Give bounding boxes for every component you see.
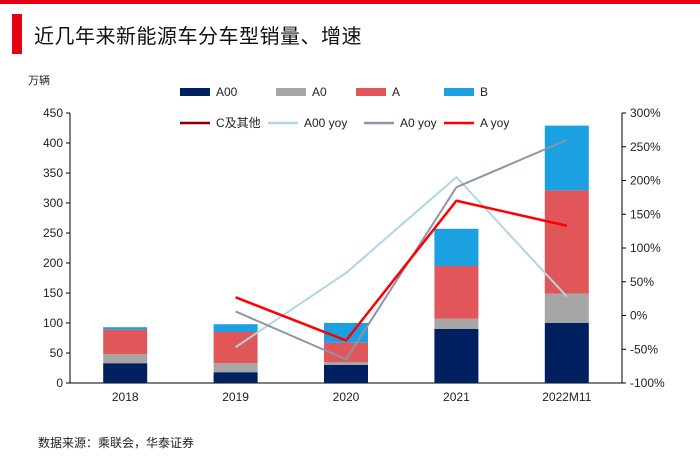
x-tick-label: 2020 [333, 390, 360, 404]
bar-segment-a0 [324, 362, 368, 365]
page-title: 近几年来新能源车分车型销量、增速 [34, 24, 362, 48]
y-tick-label: 350 [43, 166, 63, 180]
y2-tick-label: 200% [630, 174, 661, 188]
y-tick-label: 300 [43, 196, 63, 210]
bar-segment-a0 [434, 318, 479, 329]
bar-segment-a [434, 266, 479, 319]
line-a-yoy [235, 199, 568, 342]
legend-label: A [392, 85, 400, 99]
bar-segment-b [103, 327, 148, 330]
legend-label: A yoy [480, 116, 509, 130]
bar-segment-a [103, 329, 148, 355]
x-tick-label: 2019 [222, 390, 249, 404]
line-a0-yoy [235, 139, 568, 361]
legend-swatch [180, 88, 210, 96]
bar-segment-a00 [434, 329, 479, 383]
y2-tick-label: 50% [630, 275, 654, 289]
x-tick-label: 2018 [112, 390, 139, 404]
bar-segment-a0 [103, 354, 148, 364]
bar-segment-a00 [103, 363, 148, 383]
x-tick-label: 2021 [443, 390, 470, 404]
y-tick-label: 50 [50, 346, 64, 360]
bar-segment-a0 [213, 363, 258, 373]
y2-tick-label: 250% [630, 140, 661, 154]
y-tick-label: 0 [56, 376, 63, 390]
y2-tick-label: 300% [630, 106, 661, 120]
y-tick-label: 200 [43, 256, 63, 270]
bar-segment-a00 [544, 323, 589, 383]
bar-segment-a00 [213, 372, 258, 383]
legend-label: A0 [312, 85, 327, 99]
legend-label: C及其他 [216, 116, 261, 130]
y2-tick-label: 150% [630, 207, 661, 221]
bar-segment-a0 [544, 293, 589, 323]
legend-label: B [480, 85, 488, 99]
y-axis-label: 万辆 [28, 73, 50, 87]
y-tick-label: 450 [43, 106, 63, 120]
bar-segment-b [544, 125, 589, 191]
line-a00-yoy [235, 176, 568, 349]
y2-tick-label: 0% [630, 309, 648, 323]
y2-tick-label: -50% [630, 342, 658, 356]
legend-swatch [356, 88, 386, 96]
y2-tick-label: -100% [630, 376, 665, 390]
legend-label: A00 [216, 85, 238, 99]
bar-segment-a00 [324, 365, 368, 383]
top-rule [0, 0, 700, 4]
y-tick-label: 400 [43, 136, 63, 150]
legend-swatch [276, 88, 306, 96]
y2-tick-label: 100% [630, 241, 661, 255]
legend-label: A00 yoy [304, 116, 347, 130]
bar-segment-a [544, 190, 589, 294]
legend-label: A0 yoy [400, 116, 437, 130]
y-tick-label: 250 [43, 226, 63, 240]
legend-swatch [444, 88, 474, 96]
x-tick-label: 2022M11 [542, 390, 591, 404]
y-tick-label: 100 [43, 316, 63, 330]
bar-segment-a [324, 342, 368, 362]
y-tick-label: 150 [43, 286, 63, 300]
bar-segment-b [213, 324, 258, 332]
title-accent-bar [12, 14, 22, 54]
data-source-note: 数据来源：乘联会，华泰证券 [38, 436, 195, 450]
bar-segment-b [434, 228, 479, 266]
